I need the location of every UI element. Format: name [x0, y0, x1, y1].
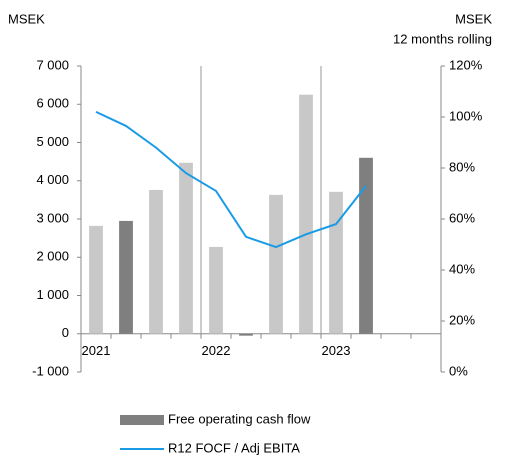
- x-tick-label: 2021: [82, 343, 111, 358]
- bar: [89, 225, 103, 334]
- bar: [299, 94, 313, 334]
- right-axis-sublabel: 12 months rolling: [393, 31, 492, 46]
- y-tick-label: 7 000: [36, 57, 69, 72]
- bar: [239, 333, 253, 336]
- bar: [149, 189, 163, 334]
- bar: [179, 162, 193, 334]
- y2-tick-label: 80%: [449, 159, 475, 174]
- bar: [359, 157, 373, 334]
- legend-label: Free operating cash flow: [168, 411, 311, 426]
- y-tick-label: 5 000: [36, 134, 69, 149]
- y2-tick-label: 120%: [449, 57, 483, 72]
- y-tick-label: 6 000: [36, 96, 69, 111]
- right-axis-label: MSEK: [455, 11, 492, 26]
- y2-tick-label: 40%: [449, 261, 475, 276]
- y-tick-label: 4 000: [36, 172, 69, 187]
- bar: [329, 191, 343, 334]
- bar: [209, 246, 223, 334]
- line: [95, 110, 367, 249]
- bar: [119, 220, 133, 334]
- y-tick-label: 2 000: [36, 249, 69, 264]
- y-tick-label: 0: [62, 325, 69, 340]
- y2-tick-label: 100%: [449, 108, 483, 123]
- x-tick-label: 2023: [322, 343, 351, 358]
- legend-label: R12 FOCF / Adj EBITA: [168, 440, 300, 455]
- y2-tick-label: 60%: [449, 210, 475, 225]
- left-axis-label: MSEK: [8, 11, 45, 26]
- y-tick-label: -1 000: [32, 363, 69, 378]
- y2-tick-label: 20%: [449, 312, 475, 327]
- legend-swatch: [120, 415, 164, 425]
- y2-tick-label: 0%: [449, 363, 468, 378]
- y-tick-label: 1 000: [36, 287, 69, 302]
- y-tick-label: 3 000: [36, 210, 69, 225]
- x-tick-label: 2022: [202, 343, 231, 358]
- bar: [269, 194, 283, 334]
